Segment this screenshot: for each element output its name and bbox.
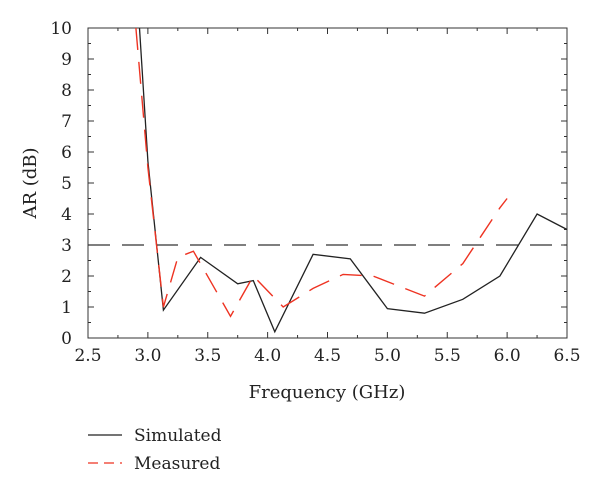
x-axis-label: Frequency (GHz) (249, 382, 406, 403)
legend: Simulated Measured (88, 426, 222, 474)
y-tick-label: 9 (61, 50, 72, 70)
y-tick-label: 7 (61, 112, 72, 132)
y-tick-label: 3 (61, 236, 72, 256)
y-tick-label: 1 (61, 298, 72, 318)
y-tick-label: 10 (50, 19, 72, 39)
legend-label-simulated: Simulated (134, 426, 222, 446)
x-tick-label: 6.5 (553, 346, 580, 366)
y-axis-label: AR (dB) (20, 147, 41, 219)
axis-ticks (87, 27, 568, 339)
x-tick-label: 5.0 (374, 346, 401, 366)
x-tick-label: 3.0 (134, 346, 161, 366)
series-line-measured (135, 27, 508, 318)
y-tick-label: 0 (61, 329, 72, 349)
x-tick-label: 5.5 (434, 346, 461, 366)
x-tick-label: 4.0 (254, 346, 281, 366)
x-tick-label: 3.5 (194, 346, 221, 366)
legend-label-measured: Measured (134, 454, 220, 474)
plot-frame (87, 27, 568, 339)
y-tick-label: 5 (61, 174, 72, 194)
y-tick-label: 2 (61, 267, 72, 287)
y-tick-label: 4 (61, 205, 72, 225)
x-tick-label: 4.5 (314, 346, 341, 366)
series-lines (135, 27, 568, 334)
x-tick-label: 2.5 (74, 346, 101, 366)
axis-tick-labels: 2.5 3.0 3.5 4.0 4.5 5.0 5.5 6.0 6.5 0 1 2 3 4 5 6 7 8 9 10 (50, 19, 580, 366)
x-tick-label: 6.0 (494, 346, 521, 366)
y-tick-label: 8 (61, 81, 72, 101)
series-line-simulated (138, 27, 568, 334)
y-tick-label: 6 (61, 143, 72, 163)
